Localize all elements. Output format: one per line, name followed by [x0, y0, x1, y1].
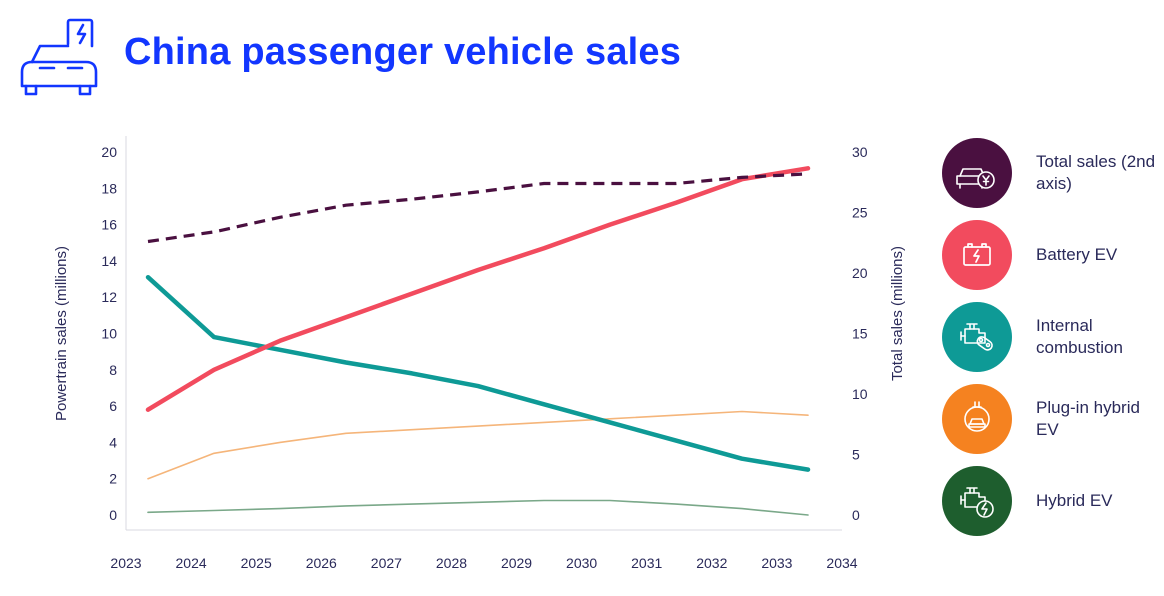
car-yen-icon — [942, 138, 1012, 208]
series-line-hybrid-ev — [147, 499, 809, 516]
legend-label: Hybrid EV — [1036, 491, 1113, 510]
y2-tick-label: 15 — [852, 326, 868, 342]
x-tick-label: 2029 — [501, 555, 532, 571]
x-tick-label: 2025 — [241, 555, 272, 571]
x-tick-label: 2026 — [306, 555, 337, 571]
y2-axis-title: Total sales (millions) — [889, 246, 906, 381]
x-tick-label: 2028 — [436, 555, 467, 571]
x-tick-label: 2030 — [566, 555, 597, 571]
legend-label: Plug-in hybrid EV — [1036, 398, 1140, 439]
legend-label: Battery EV — [1036, 245, 1118, 264]
legend-item-plug-in-hybrid-ev: Plug-in hybrid EV — [942, 384, 1152, 454]
y2-tick-label: 25 — [852, 205, 868, 221]
y-tick-label: 16 — [101, 217, 117, 233]
x-tick-label: 2023 — [110, 555, 141, 571]
y-tick-label: 14 — [101, 253, 117, 269]
y2-tick-label: 30 — [852, 144, 868, 160]
x-tick-label: 2024 — [176, 555, 207, 571]
legend-label: Internal combustion — [1036, 316, 1123, 357]
header: China passenger vehicle sales — [18, 14, 681, 98]
battery-icon — [942, 220, 1012, 290]
y2-tick-label: 20 — [852, 265, 868, 281]
engine-bolt-icon — [942, 466, 1012, 536]
series-line-internal-combustion — [145, 274, 811, 472]
legend-item-total-sales: Total sales (2nd axis) — [942, 138, 1155, 208]
electric-car-icon — [20, 18, 98, 96]
legend-label: Total sales (2nd axis) — [1036, 152, 1156, 193]
y2-tick-label: 0 — [852, 507, 860, 523]
series-line-total-sales-2nd-axis — [147, 172, 809, 244]
y-tick-label: 0 — [109, 507, 117, 523]
legend-item-battery-ev: Battery EV — [942, 220, 1152, 290]
series-line-plug-in-hybrid-ev — [147, 410, 809, 480]
y-tick-label: 2 — [109, 471, 117, 487]
y2-tick-label: 5 — [852, 447, 860, 463]
y-tick-label: 4 — [109, 434, 117, 450]
x-tick-label: 2027 — [371, 555, 402, 571]
y-tick-label: 6 — [109, 398, 117, 414]
engine-icon — [942, 302, 1012, 372]
y-tick-label: 12 — [101, 289, 117, 305]
x-tick-label: 2032 — [696, 555, 727, 571]
legend-item-internal-combustion: Internal combustion — [942, 302, 1152, 372]
y-tick-label: 8 — [109, 362, 117, 378]
legend-item-hybrid-ev: Hybrid EV — [942, 466, 1152, 536]
x-tick-label: 2031 — [631, 555, 662, 571]
y-tick-label: 10 — [101, 326, 117, 342]
x-tick-label: 2034 — [826, 555, 857, 571]
x-tick-label: 2033 — [761, 555, 792, 571]
y2-tick-label: 10 — [852, 386, 868, 402]
y-tick-label: 18 — [101, 180, 117, 196]
page-title: China passenger vehicle sales — [124, 30, 682, 73]
y-tick-label: 20 — [101, 144, 117, 160]
series-line-battery-ev — [145, 166, 811, 412]
plug-car-icon — [942, 384, 1012, 454]
y-axis-title: Powertrain sales (millions) — [53, 246, 70, 421]
